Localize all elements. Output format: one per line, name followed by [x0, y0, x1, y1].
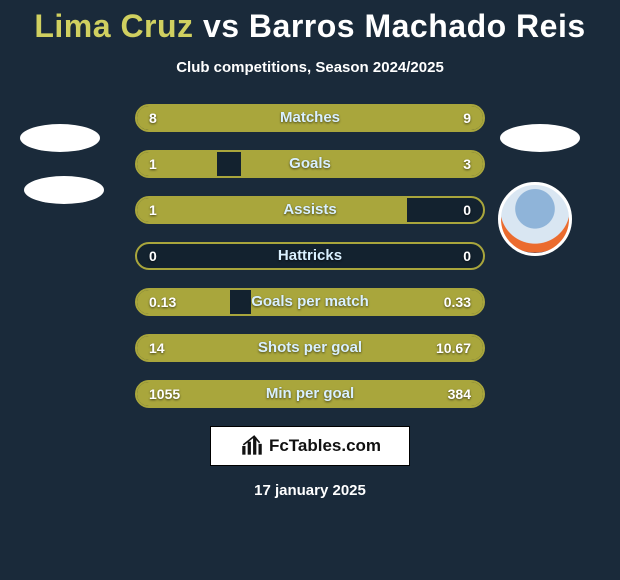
stat-right-value: 9	[463, 106, 471, 130]
subtitle: Club competitions, Season 2024/2025	[0, 59, 620, 76]
player2-name: Barros Machado Reis	[249, 8, 586, 44]
stat-row: 14Shots per goal10.67	[135, 334, 485, 362]
stat-label: Shots per goal	[137, 336, 483, 360]
stat-row: 8Matches9	[135, 104, 485, 132]
vs-text: vs	[203, 8, 240, 44]
stat-label: Matches	[137, 106, 483, 130]
right-club-badge	[498, 182, 572, 256]
stat-right-value: 10.67	[436, 336, 471, 360]
stat-label: Assists	[137, 198, 483, 222]
stat-label: Hattricks	[137, 244, 483, 268]
stat-right-value: 384	[448, 382, 471, 406]
stat-right-value: 0	[463, 198, 471, 222]
stat-label: Min per goal	[137, 382, 483, 406]
logo-text: FcTables.com	[269, 436, 381, 456]
stat-row: 1055Min per goal384	[135, 380, 485, 408]
player1-name: Lima Cruz	[34, 8, 193, 44]
stat-right-value: 3	[463, 152, 471, 176]
stat-row: 1Goals3	[135, 150, 485, 178]
page-title: Lima Cruz vs Barros Machado Reis	[0, 0, 620, 45]
site-logo: FcTables.com	[210, 426, 410, 466]
left-player-badge	[20, 124, 100, 152]
stats-bars: 8Matches91Goals31Assists00Hattricks00.13…	[135, 104, 485, 408]
stat-row: 0Hattricks0	[135, 242, 485, 270]
right-player-badge	[500, 124, 580, 152]
stat-label: Goals	[137, 152, 483, 176]
stat-label: Goals per match	[137, 290, 483, 314]
chart-icon	[239, 433, 265, 459]
stat-row: 1Assists0	[135, 196, 485, 224]
date: 17 january 2025	[0, 482, 620, 499]
left-club-badge	[24, 176, 104, 204]
stat-row: 0.13Goals per match0.33	[135, 288, 485, 316]
stat-right-value: 0	[463, 244, 471, 268]
stat-right-value: 0.33	[444, 290, 471, 314]
